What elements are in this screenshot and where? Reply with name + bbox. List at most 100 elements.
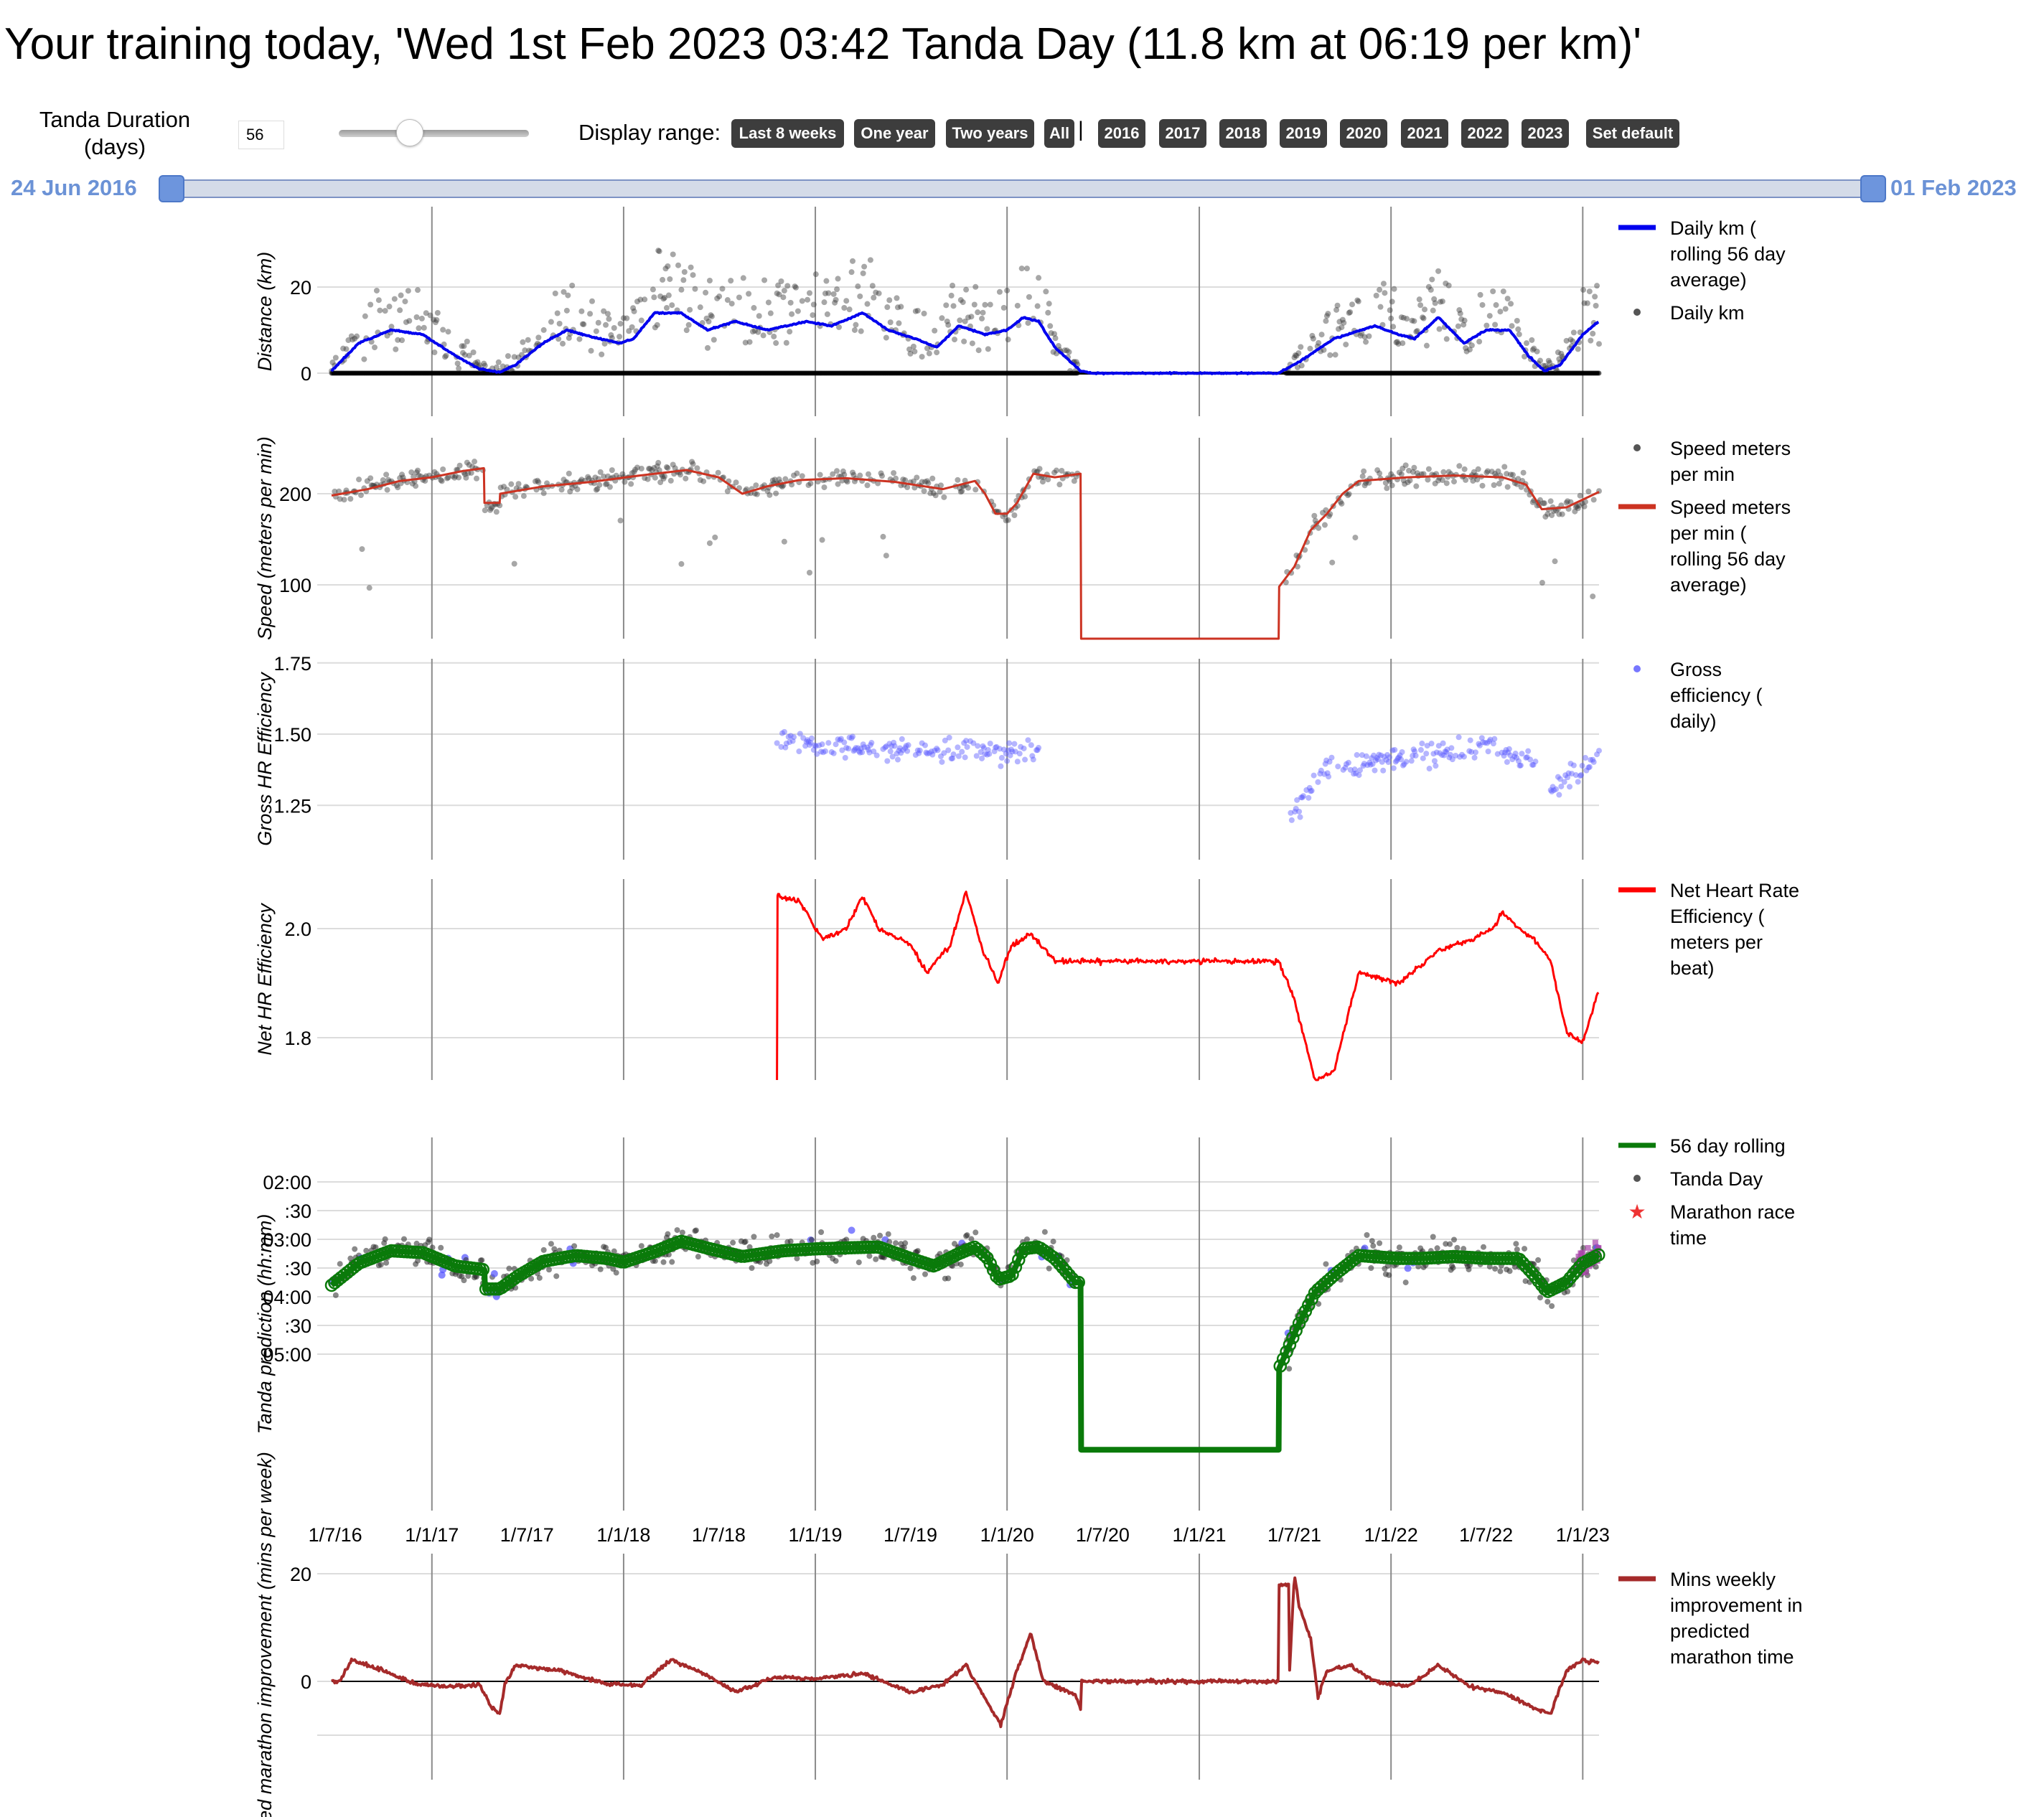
speed-point (431, 469, 438, 475)
gross-efficiency-point (919, 740, 925, 746)
button-2023[interactable]: 2023 (1522, 119, 1569, 148)
gross-efficiency-point (1376, 751, 1382, 758)
daily-km-point (1420, 314, 1426, 321)
daily-km-point (1388, 315, 1394, 321)
button-2021[interactable]: 2021 (1401, 119, 1448, 148)
gross-efficiency-point (1351, 771, 1357, 777)
x-tick-label: 1/7/22 (1459, 1524, 1513, 1546)
button-two-years[interactable]: Two years (946, 119, 1034, 148)
slider-thumb[interactable] (396, 119, 423, 146)
gross-efficiency-point (1466, 748, 1473, 754)
daily-km-point (1409, 317, 1415, 324)
tanda-day-point (597, 1266, 604, 1272)
gross-efficiency-point (1441, 752, 1448, 759)
date-range-slider[interactable] (169, 179, 1870, 198)
gross-efficiency-point (1326, 774, 1332, 780)
tanda-day-point (1377, 1240, 1383, 1246)
gross-efficiency-point (1399, 749, 1405, 756)
gross-efficiency-point (1011, 741, 1018, 747)
speed-point (1005, 517, 1011, 523)
speed-point (1003, 517, 1009, 524)
speed-point (715, 469, 721, 476)
daily-km-point (624, 315, 630, 321)
tanda-day-point (1466, 1266, 1472, 1272)
daily-km-point (1061, 347, 1068, 354)
daily-km-point (972, 283, 979, 290)
gross-efficiency-point (779, 730, 785, 736)
gross-efficiency-point (1392, 746, 1398, 753)
gross-efficiency-point (973, 753, 980, 759)
daily-km-point (1018, 266, 1025, 272)
page-title: Your training today, 'Wed 1st Feb 2023 0… (4, 19, 1642, 69)
daily-km-point (601, 340, 608, 347)
legend-dot-marker (1633, 1175, 1641, 1182)
gross-efficiency-point (1565, 770, 1572, 776)
tanda-day-point (363, 1247, 370, 1254)
y-tick-label: 20 (290, 277, 311, 299)
gross-efficiency-point (1028, 742, 1034, 748)
daily-km-point (1382, 290, 1388, 296)
button-2016[interactable]: 2016 (1098, 119, 1145, 148)
speed-point (629, 470, 635, 476)
tanda-duration-input[interactable] (238, 121, 284, 149)
gross-efficiency-point (1369, 755, 1375, 761)
tanda-race-point (1404, 1264, 1412, 1272)
tanda-day-point (611, 1248, 617, 1254)
gross-efficiency-point (1378, 752, 1384, 759)
button-set-default[interactable]: Set default (1586, 119, 1679, 148)
daily-km-point (1593, 302, 1599, 309)
daily-km-point (1427, 286, 1434, 293)
button-2017[interactable]: 2017 (1159, 119, 1206, 148)
gross-efficiency-point (945, 747, 952, 753)
legend-panel-0: Daily km (rolling 56 day average) Daily km (1618, 217, 1786, 324)
daily-km-point (912, 308, 919, 314)
daily-km-point (445, 329, 451, 335)
gross-efficiency-point (1482, 739, 1489, 746)
daily-km-point (388, 324, 395, 330)
tanda-duration-slider[interactable] (339, 119, 529, 151)
speed-point (929, 475, 936, 482)
button-2018[interactable]: 2018 (1219, 119, 1267, 148)
speed-point (596, 482, 603, 488)
tanda-day-point (843, 1236, 850, 1243)
daily-km-point (1053, 350, 1059, 357)
gross-efficiency-point (1384, 751, 1391, 758)
daily-km-point (810, 301, 817, 308)
range-end-handle[interactable] (1860, 175, 1886, 202)
button-last-8-weeks[interactable]: Last 8 weeks (731, 119, 844, 148)
daily-km-point (1514, 317, 1520, 324)
tanda-day-point (383, 1259, 390, 1266)
daily-km-point (1390, 324, 1397, 330)
daily-km-point (894, 304, 901, 311)
gross-efficiency-point (805, 738, 812, 745)
speed-point (1022, 494, 1028, 500)
button-2020[interactable]: 2020 (1340, 119, 1387, 148)
speed-point (336, 488, 342, 494)
speed-point (1361, 468, 1367, 474)
daily-km-point (1395, 341, 1402, 347)
speed-point (594, 486, 601, 492)
gross-efficiency-point (1036, 745, 1042, 751)
tanda-day-point (1537, 1295, 1544, 1301)
button-one-year[interactable]: One year (854, 119, 935, 148)
daily-km-point (1327, 352, 1333, 358)
speed-point (649, 466, 655, 473)
tanda-rolling-marker (1349, 1251, 1363, 1265)
button-all[interactable]: All (1044, 119, 1074, 148)
daily-km-point (581, 321, 587, 327)
gross-efficiency-point (1389, 747, 1396, 753)
range-start-handle[interactable] (159, 175, 184, 202)
gross-efficiency-point (962, 754, 968, 761)
daily-km-point (642, 296, 648, 303)
daily-km-point (472, 360, 479, 366)
gross-efficiency-point (894, 751, 900, 757)
gross-efficiency-point (982, 751, 988, 757)
button-2019[interactable]: 2019 (1280, 119, 1327, 148)
gross-efficiency-point (774, 740, 780, 746)
legend-label-line: Efficiency ( (1670, 906, 1765, 927)
speed-point (1529, 499, 1536, 505)
daily-km-point (843, 298, 850, 304)
button-2022[interactable]: 2022 (1461, 119, 1509, 148)
daily-km-point (740, 275, 746, 281)
